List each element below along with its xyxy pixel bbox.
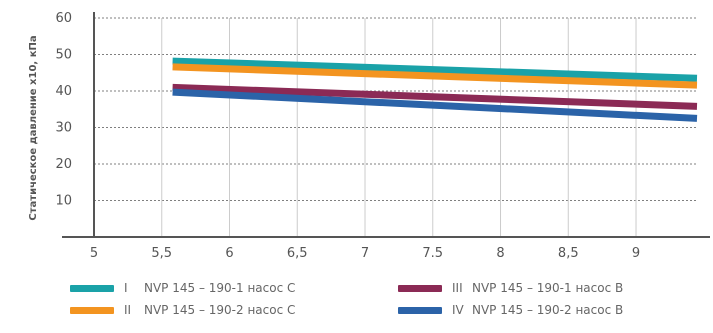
x-tick-label: 7 xyxy=(361,246,369,261)
series-line-1 xyxy=(172,57,698,82)
series-line-3 xyxy=(172,83,698,110)
y-axis-label: Статическое давление х10, кПа xyxy=(28,35,39,220)
y-tick-label: 40 xyxy=(55,84,72,99)
series-lines xyxy=(172,57,698,122)
series-line-2 xyxy=(172,63,698,89)
x-tick-label: 8,5 xyxy=(558,246,579,261)
x-tick-label: 6 xyxy=(225,246,233,261)
y-tick-label: 10 xyxy=(55,194,72,209)
axes xyxy=(62,12,710,238)
x-tick-label: 8 xyxy=(496,246,504,261)
tick-labels: 5 5,5 6 6,5 7 7.5 8 8,5 9 10 20 30 40 50 60 xyxy=(55,11,640,261)
y-tick-label: 30 xyxy=(55,121,72,136)
x-tick-label: 5 xyxy=(90,246,98,261)
y-tick-label: 60 xyxy=(55,11,72,26)
y-tick-label: 20 xyxy=(55,157,72,172)
grid xyxy=(94,17,697,237)
x-tick-label: 7.5 xyxy=(422,246,443,261)
x-tick-label: 9 xyxy=(632,246,640,261)
series-line-4 xyxy=(172,88,698,122)
x-tick-label: 6,5 xyxy=(287,246,308,261)
x-tick-label: 5,5 xyxy=(151,246,172,261)
y-tick-label: 50 xyxy=(55,48,72,63)
